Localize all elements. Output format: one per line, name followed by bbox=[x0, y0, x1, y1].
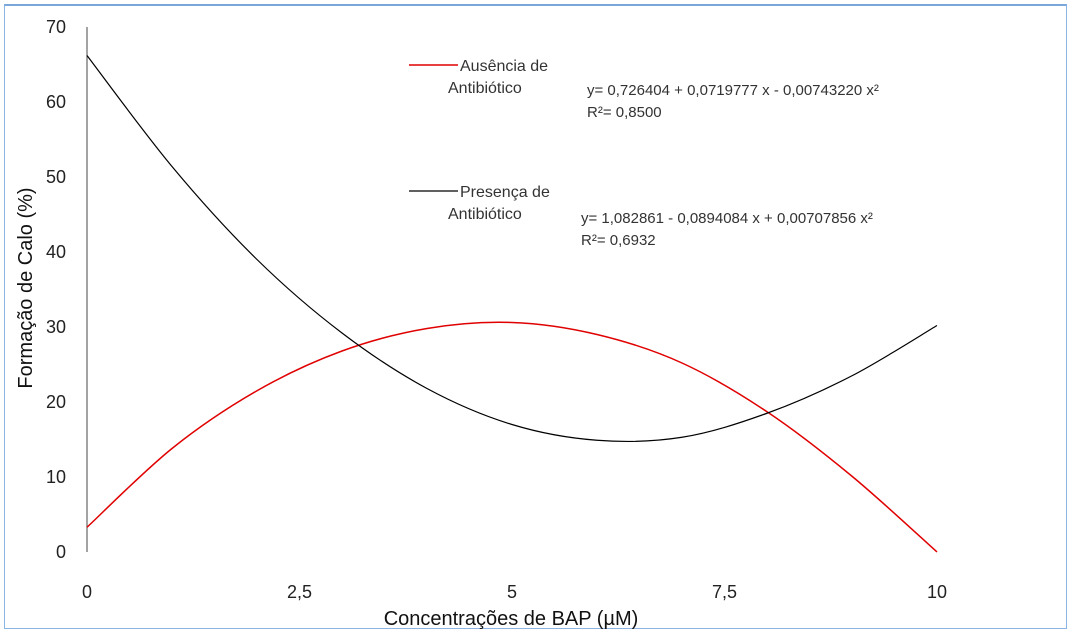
y-tick-label: 20 bbox=[46, 392, 66, 412]
x-tick-label: 2,5 bbox=[287, 582, 312, 602]
x-tick-label: 10 bbox=[927, 582, 947, 602]
x-tick-labels: 0 2,5 5 7,5 10 bbox=[82, 582, 947, 602]
legend-label-ausencia-line2: Antibiótico bbox=[448, 80, 522, 97]
y-tick-label: 40 bbox=[46, 242, 66, 262]
regression-equations: y= 0,726404 + 0,0719777 x - 0,00743220 x… bbox=[581, 82, 879, 249]
legend-label-presenca-line1: Presença de bbox=[460, 184, 550, 201]
y-tick-label: 70 bbox=[46, 17, 66, 37]
y-axis-title: Formação de Calo (%) bbox=[15, 187, 37, 388]
chart-frame bbox=[4, 4, 1067, 629]
x-tick-label: 5 bbox=[507, 582, 517, 602]
y-tick-labels: 0 10 20 30 40 50 60 70 bbox=[46, 17, 66, 562]
r2-presenca: R²= 0,6932 bbox=[581, 232, 656, 249]
y-tick-label: 50 bbox=[46, 167, 66, 187]
legend-label-presenca-line2: Antibiótico bbox=[448, 206, 522, 223]
series-line-ausencia bbox=[86, 321, 938, 553]
y-tick-label: 30 bbox=[46, 317, 66, 337]
y-tick-label: 60 bbox=[46, 92, 66, 112]
equation-ausencia: y= 0,726404 + 0,0719777 x - 0,00743220 x… bbox=[587, 82, 879, 99]
legend: Ausência de Antibiótico Presença de Anti… bbox=[409, 58, 550, 223]
x-tick-label: 7,5 bbox=[712, 582, 737, 602]
legend-label-ausencia-line1: Ausência de bbox=[460, 58, 548, 75]
series-layer bbox=[86, 55, 938, 553]
equation-presenca: y= 1,082861 - 0,0894084 x + 0,00707856 x… bbox=[581, 210, 873, 227]
x-tick-label: 0 bbox=[82, 582, 92, 602]
x-axis-title: Concentrações de BAP (µM) bbox=[384, 608, 639, 630]
series-line-presenca bbox=[86, 55, 938, 443]
y-tick-label: 0 bbox=[56, 542, 66, 562]
y-tick-label: 10 bbox=[46, 467, 66, 487]
r2-ausencia: R²= 0,8500 bbox=[587, 104, 662, 121]
